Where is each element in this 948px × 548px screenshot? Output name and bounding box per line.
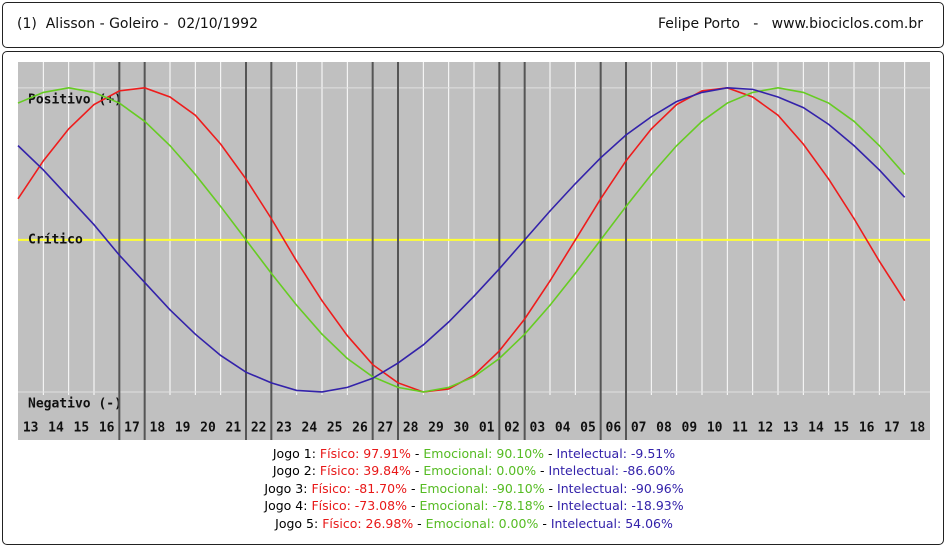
x-tick-label: 01 [479,421,495,436]
panel [2,51,944,545]
x-tick-label: 03 [530,421,546,436]
x-tick-label: 14 [808,421,824,436]
game-value: Intelectual: -9.51% [556,446,676,461]
x-tick-label: 09 [682,421,698,436]
x-tick-label: 06 [606,421,622,436]
y-tick-label: Positivo (+) [28,92,122,107]
x-tick-label: 19 [175,421,191,436]
x-tick-label: 13 [23,421,39,436]
game-text: Jogo 2: [272,463,316,479]
game-value: Emocional: 0.00% [425,515,539,531]
x-tick-label: 10 [707,421,723,436]
x-tick-label: 04 [555,421,571,436]
x-tick-label: 13 [783,421,799,436]
x-tick-label: 02 [504,421,520,436]
game-value: Físico: -73.08% [311,498,407,514]
y-tick-label: Negativo (-) [28,396,122,411]
x-tick-label: 17 [124,421,140,436]
game-text: - [544,498,558,514]
game-row: Jogo 4: Físico: -73.08% - Emocional: -78… [0,497,948,514]
game-value: Físico: -81.70% [311,480,407,496]
x-tick-label: 21 [226,421,242,436]
game-text: - [538,515,551,531]
x-tick-label: 30 [454,421,470,436]
game-text: - [536,463,549,479]
x-tick-label: 14 [48,421,64,436]
x-tick-label: 15 [834,421,850,436]
header: (1) Alisson - Goleiro - 02/10/1992 Felip… [2,2,944,48]
series-line [17,87,906,393]
game-text: - [544,480,558,496]
x-tick-label: 22 [251,421,267,436]
x-tick-label: 28 [403,421,419,436]
game-text: Jogo 3: [264,480,308,496]
x-tick-label: 17 [884,421,900,436]
x-tick-label: 05 [580,421,596,436]
game-text: - [410,463,424,479]
x-tick-label: 20 [200,421,216,436]
x-tick-label: 16 [859,421,875,436]
game-value: Físico: 26.98% [322,515,414,531]
game-value: Emocional: -78.18% [419,498,545,514]
game-row: Jogo 3: Físico: -81.70% - Emocional: -90… [0,480,948,497]
game-value: Emocional: 0.00% [423,463,537,479]
x-tick-label: 07 [631,421,647,436]
y-tick-label: Crítico [28,232,83,247]
x-tick-label: 11 [732,421,748,436]
game-value: Físico: 97.91% [319,446,411,461]
game-text: Jogo 1: [272,446,316,461]
x-tick-label: 29 [428,421,444,436]
game-value: Intelectual: -18.93% [557,498,684,514]
game-text: Jogo 4: [264,498,308,514]
x-tick-label: 08 [656,421,672,436]
x-tick-label: 25 [327,421,343,436]
game-row: Jogo 1: Físico: 97.91% - Emocional: 90.1… [0,445,948,462]
game-value: Físico: 39.84% [319,463,411,479]
x-tick-label: 18 [150,421,166,436]
game-text: - [406,498,420,514]
game-text: - [544,446,557,461]
game-list: Jogo 1: Físico: 97.91% - Emocional: 90.1… [0,445,948,532]
game-value: Intelectual: -86.60% [548,463,676,479]
header-right: Felipe Porto - www.biociclos.com.br [657,16,923,32]
game-value: Intelectual: -90.96% [557,480,684,496]
game-value: Intelectual: 54.06% [550,515,673,531]
x-tick-label: 27 [378,421,394,436]
game-value: Emocional: -90.10% [419,480,545,496]
game-row: Jogo 2: Físico: 39.84% - Emocional: 0.00… [0,462,948,479]
x-tick-label: 15 [74,421,90,436]
game-text: Jogo 5: [275,515,319,531]
x-tick-label: 24 [302,421,318,436]
x-tick-label: 12 [758,421,774,436]
x-tick-label: 23 [276,421,292,436]
series-line [17,87,906,393]
game-text: - [410,446,424,461]
game-value: Emocional: 90.10% [423,446,545,461]
header-left: (1) Alisson - Goleiro - 02/10/1992 [17,16,258,32]
game-text: - [413,515,426,531]
x-tick-label: 18 [910,421,926,436]
x-tick-label: 26 [352,421,368,436]
game-text: - [406,480,420,496]
x-tick-label: 16 [99,421,115,436]
game-row: Jogo 5: Físico: 26.98% - Emocional: 0.00… [0,515,948,532]
